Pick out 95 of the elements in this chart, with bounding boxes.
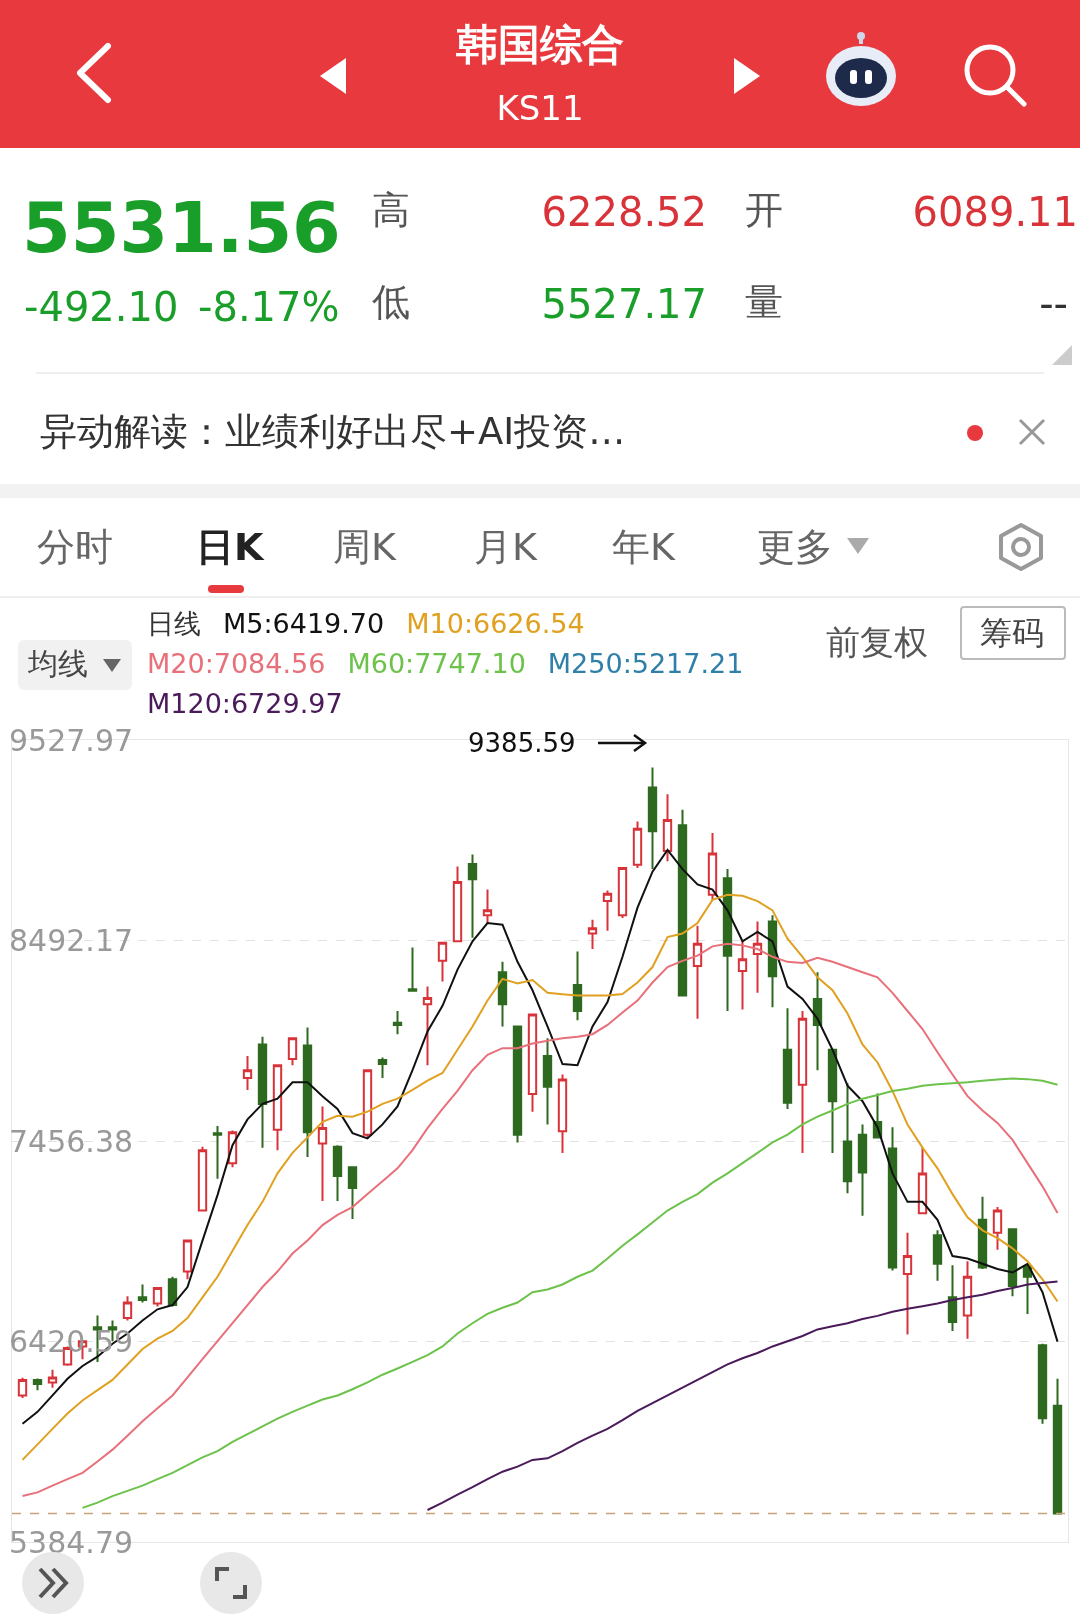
candlestick [47,1368,58,1389]
text: M5:6419.70 [223,607,385,641]
candlestick [212,1124,223,1180]
candlestick [347,1166,358,1220]
candlestick [602,889,613,932]
text: 年K [612,525,675,571]
candlestick [917,1146,928,1216]
candlestick [632,820,643,869]
candlestick [617,866,628,920]
candlestick [782,1007,793,1110]
text: 5531.56 [22,186,341,270]
text: 周K [333,525,396,571]
text: -492.10 [24,283,179,331]
text: 开 [745,188,783,234]
candlestick [152,1286,163,1308]
candlestick [512,1025,523,1144]
text: -- [1039,280,1068,328]
candlestick [737,939,748,1011]
text: 6089.11 [912,188,1078,236]
text: 筹码 [980,614,1044,653]
text: 6228.52 [541,188,707,236]
line-series [426,1280,1059,1512]
candlestick [467,853,478,939]
candlestick [947,1264,958,1332]
candlestick [887,1126,898,1272]
text: 量 [745,280,783,326]
candlestick [707,831,718,901]
candlestick [302,1026,313,1158]
text: 均线 [28,646,88,682]
candlestick [122,1295,133,1322]
candlestick [32,1377,43,1392]
candlestick [1037,1342,1048,1425]
candlestick [197,1145,208,1212]
candlestick [332,1144,343,1202]
candlestick [377,1056,388,1079]
candlestick [1052,1377,1063,1515]
text: M60:7747.10 [347,647,526,681]
candlestick [842,1082,853,1195]
legend-label: M250:5217.21 [547,647,744,681]
candlestick [272,1064,283,1152]
candlestick [677,808,688,997]
candlestick [17,1376,28,1399]
text: -8.17% [198,283,340,331]
candlestick [437,941,448,983]
candlestick [692,924,703,1020]
candlestick [857,1123,868,1217]
candlestick [407,946,418,993]
text: 分时 [37,525,113,571]
candlestick [257,1035,268,1149]
annotation: 9385.59 [468,728,576,760]
candlestick [452,865,463,943]
candlestick [287,1037,298,1067]
text: 5527.17 [541,280,707,328]
candlestick [137,1283,148,1304]
candlestick [647,766,658,871]
candlestick [542,1037,553,1126]
candlestick [482,888,493,925]
candlestick [527,1013,538,1113]
candlestick [992,1206,1003,1251]
chart-subtitle: KS11 [495,88,585,129]
candlestick [392,1009,403,1036]
text: 低 [372,280,410,326]
candlestick [557,1073,568,1154]
text: 月K [474,525,537,571]
text: 异动解读：业绩利好出尽+AI投资… [40,410,626,455]
candlestick [752,920,763,994]
text: M20:7084.56 [147,647,326,681]
candlestick [902,1231,913,1336]
candlestick [977,1195,988,1271]
candlestick [362,1069,373,1139]
candlestick [812,971,823,1072]
candlestick [572,950,583,1022]
candlestick [182,1238,193,1281]
text: 高 [372,188,410,234]
text: M120:6729.97 [147,687,343,721]
candlestick [317,1105,328,1202]
candlestick [587,918,598,951]
candlestick [932,1229,943,1282]
text: 日K [196,525,264,571]
y-tick-label: 9527.97 [9,722,134,758]
text: 前复权 [826,622,928,663]
y-tick-label: 5384.79 [9,1524,134,1560]
text: 更多 [757,525,833,571]
text: M10:6626.54 [406,607,585,641]
candlestick [797,1009,808,1154]
candlestick [662,793,673,863]
chart-title: 韩国综合 [455,20,625,71]
candlestick [962,1260,973,1340]
candlestick [242,1054,253,1091]
y-tick-label: 7456.38 [9,1123,134,1159]
y-tick-label: 8492.17 [9,923,134,958]
candlestick [497,960,508,1028]
candlestick [827,1048,838,1154]
candlestick [422,985,433,1067]
legend-title: 日线 [147,607,201,641]
